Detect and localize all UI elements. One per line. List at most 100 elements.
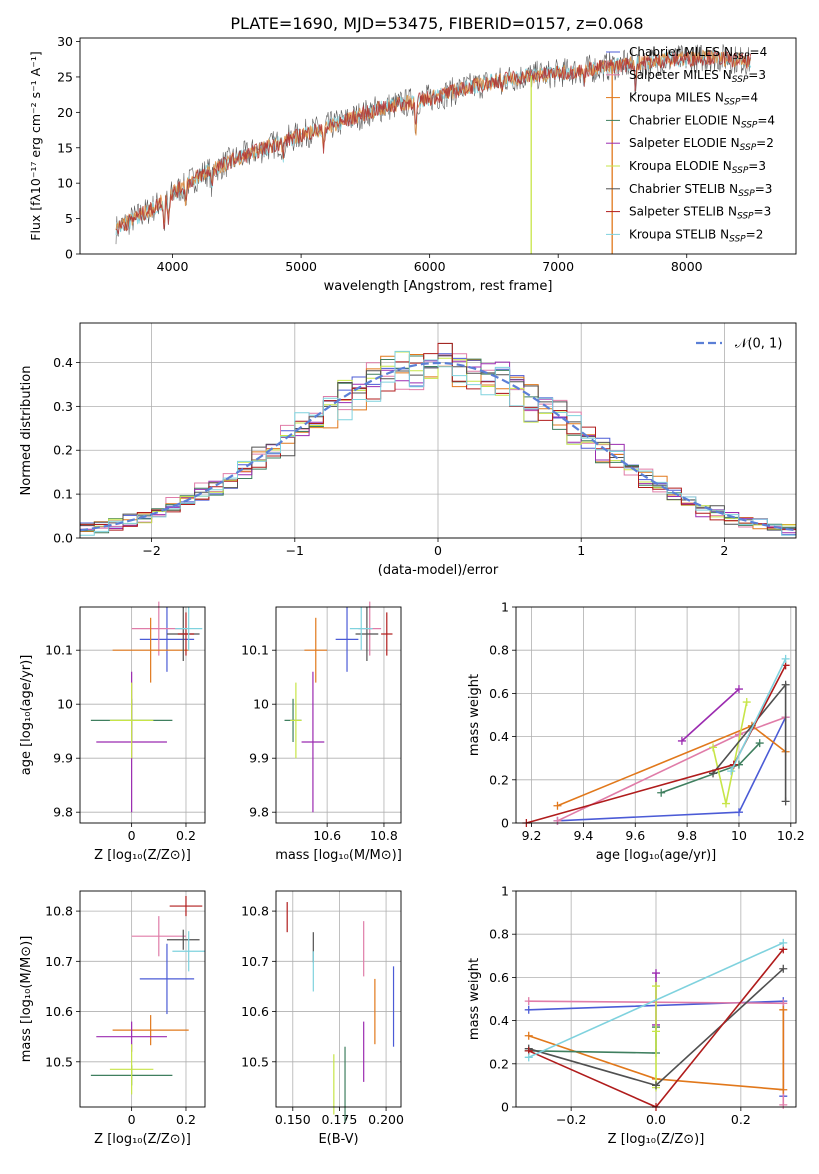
legend-n-subscript: SSP bbox=[732, 75, 749, 85]
x-tick-label: 9.6 bbox=[625, 828, 645, 843]
grid bbox=[276, 891, 401, 1107]
weight-marker bbox=[652, 1027, 660, 1036]
weight-marker bbox=[524, 1031, 533, 1040]
data-point bbox=[139, 607, 195, 672]
x-axis-label: Z [log₁₀(Z/Z⊙)] bbox=[608, 1132, 705, 1147]
legend-n-symbol: N bbox=[723, 68, 732, 82]
data-point bbox=[175, 607, 203, 651]
legend-entry: Chabrier STELIB NSSP=3 bbox=[629, 182, 772, 199]
x-tick-label: 10 bbox=[731, 828, 747, 843]
weight-marker bbox=[652, 969, 660, 978]
axes-frame bbox=[275, 606, 402, 824]
y-tick-label: 0 bbox=[501, 816, 509, 831]
legend-model: Kroupa ELODIE bbox=[629, 159, 719, 173]
legend-equals: = bbox=[757, 113, 767, 127]
spectrum-panel: 4000 5000 6000 7000 8000 0 5 10 15 20 25 30 waveleng… bbox=[28, 34, 797, 294]
x-axis-label: Z [log₁₀(Z/Z⊙)] bbox=[94, 1132, 191, 1147]
y-tick-label: 1 bbox=[501, 884, 509, 899]
x-tick-label: 0 bbox=[128, 828, 136, 843]
legend-model: Kroupa MILES bbox=[629, 91, 711, 105]
legend-equals: = bbox=[748, 68, 758, 82]
y-tick-label: 10 bbox=[57, 176, 73, 191]
data-point bbox=[177, 612, 195, 656]
spectrum-line bbox=[115, 49, 752, 235]
y-tick-label: 0.6 bbox=[489, 686, 509, 701]
legend-n-value: 3 bbox=[758, 68, 766, 82]
data-point bbox=[139, 943, 195, 1015]
data-point bbox=[301, 671, 325, 813]
y-tick-label: 0.2 bbox=[489, 1056, 509, 1071]
weight-vs-metallicity-panel: −0.2 0.0 0.2 0 0.2 0.4 0.6 0.8 1 Z [log₁₀(Z/Z⊙)] m… bbox=[467, 884, 797, 1147]
data-point bbox=[131, 916, 186, 957]
y-tick-label: 10.5 bbox=[45, 1054, 73, 1069]
x-tick-label: 9.8 bbox=[677, 828, 697, 843]
axes-frame bbox=[275, 890, 402, 1108]
x-axis-label: Z [log₁₀(Z/Z⊙)] bbox=[94, 848, 191, 863]
legend-n-value: 4 bbox=[760, 45, 768, 59]
y-tick-label: 0.8 bbox=[489, 927, 509, 942]
legend-model: Salpeter MILES bbox=[629, 68, 719, 82]
legend-equals: = bbox=[750, 45, 760, 59]
y-tick-label: 0.8 bbox=[489, 643, 509, 658]
legend-entry: Salpeter STELIB NSSP=3 bbox=[629, 205, 771, 222]
weight-marker bbox=[734, 685, 743, 694]
legend-model: Chabrier MILES bbox=[629, 45, 720, 59]
x-tick-label: 1 bbox=[577, 543, 585, 558]
axes-frame bbox=[515, 606, 797, 824]
y-tick-label: 0 bbox=[65, 247, 73, 262]
legend-n-subscript: SSP bbox=[741, 120, 758, 130]
weight-marker bbox=[524, 1005, 533, 1014]
y-axis-label: mass [log₁₀(M/M⊙)] bbox=[19, 936, 34, 1063]
x-tick-label: 10.2 bbox=[777, 828, 805, 843]
legend-model: Chabrier STELIB bbox=[629, 182, 725, 196]
legend-n-symbol: N bbox=[731, 136, 740, 150]
y-tick-label: 9.8 bbox=[53, 805, 73, 820]
age-vs-mass-panel: 10.6 10.8 9.8 9.9 10 10.1 mass [log₁₀(M/M⊙)] bbox=[241, 601, 402, 863]
x-tick-label: 9.4 bbox=[573, 828, 593, 843]
data-point bbox=[290, 682, 302, 759]
legend-entry: Salpeter ELODIE NSSP=2 bbox=[629, 136, 774, 153]
weight-marker bbox=[779, 938, 788, 947]
legend-entry: Kroupa ELODIE NSSP=3 bbox=[629, 159, 766, 176]
legend-n-subscript: SSP bbox=[732, 166, 749, 176]
legend-n-value: 4 bbox=[750, 91, 758, 105]
x-tick-label: 6000 bbox=[414, 259, 446, 274]
x-axis-label: (data-model)/error bbox=[378, 563, 499, 578]
y-tick-label: 0.2 bbox=[53, 443, 73, 458]
y-tick-label: 10 bbox=[253, 697, 269, 712]
weight-marker bbox=[524, 1053, 533, 1062]
axes-frame bbox=[79, 322, 797, 539]
weight-marker bbox=[781, 654, 790, 663]
legend-entry: Kroupa MILES NSSP=4 bbox=[629, 91, 758, 108]
x-tick-label: 4000 bbox=[157, 259, 189, 274]
weight-marker bbox=[781, 680, 790, 689]
weight-marker bbox=[652, 1081, 660, 1090]
legend-n-subscript: SSP bbox=[737, 212, 754, 222]
weight-marker bbox=[722, 799, 730, 808]
legend-n-symbol: N bbox=[715, 91, 724, 105]
legend-n-value: 4 bbox=[767, 113, 775, 127]
y-tick-label: 10.8 bbox=[241, 904, 269, 919]
x-tick-label: −0.2 bbox=[556, 1112, 586, 1127]
legend-equals: = bbox=[748, 159, 758, 173]
legend-entry: Chabrier ELODIE NSSP=4 bbox=[629, 113, 775, 130]
data-point bbox=[109, 682, 154, 759]
legend-equals: = bbox=[746, 227, 756, 241]
legend-n-value: 3 bbox=[758, 159, 766, 173]
y-tick-label: 0.2 bbox=[489, 772, 509, 787]
legend-model: Chabrier ELODIE bbox=[629, 113, 728, 127]
legend-model: Kroupa STELIB bbox=[629, 227, 716, 241]
legend-n-symbol: N bbox=[729, 182, 738, 196]
legend-entry: Chabrier MILES NSSP=4 bbox=[629, 45, 767, 62]
data-point bbox=[112, 1015, 189, 1046]
weight-marker bbox=[781, 797, 790, 806]
x-tick-label: 2 bbox=[720, 543, 728, 558]
x-tick-label: 0.200 bbox=[368, 1112, 404, 1127]
y-tick-label: 9.9 bbox=[249, 751, 269, 766]
weight-marker bbox=[779, 1085, 788, 1094]
y-tick-label: 9.9 bbox=[53, 751, 73, 766]
axes-frame bbox=[79, 606, 206, 824]
weight-marker bbox=[709, 743, 718, 752]
axes-frame bbox=[79, 37, 797, 255]
